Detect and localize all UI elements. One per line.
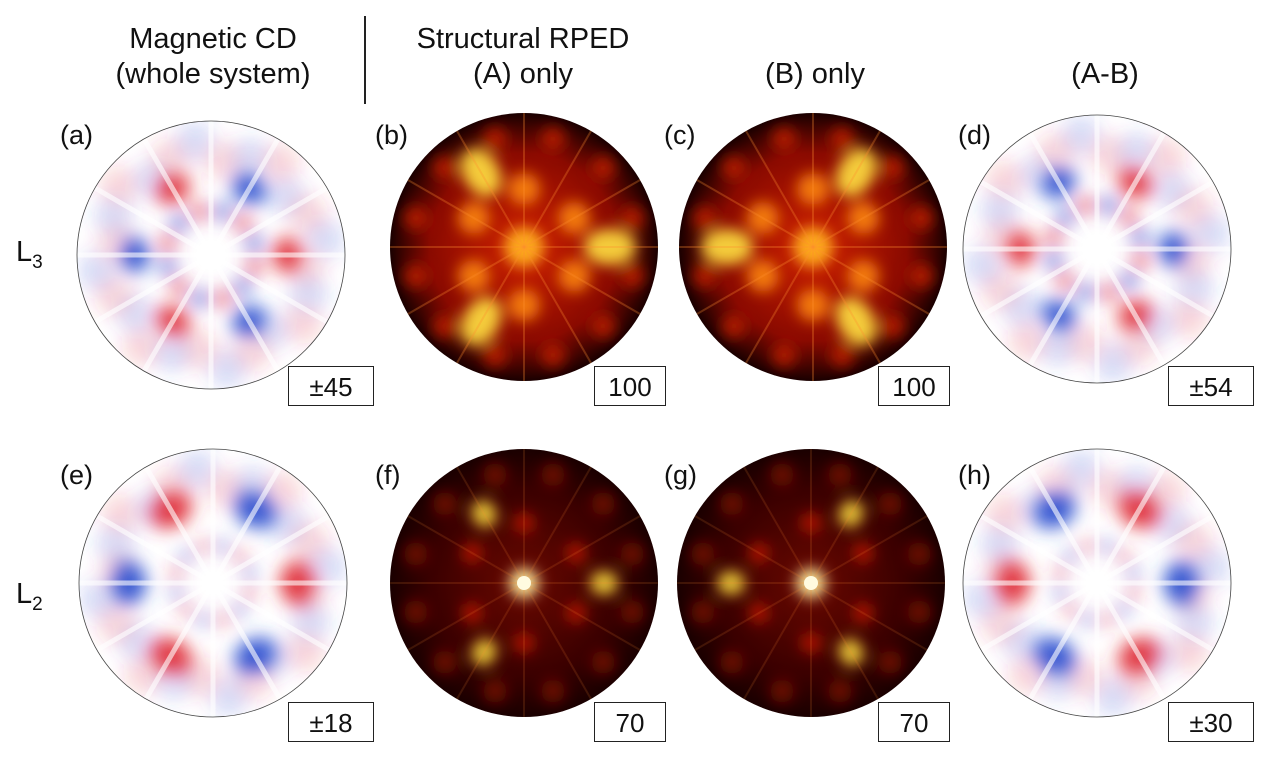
row-label-l3-main: L bbox=[16, 236, 33, 268]
row-label-l2-main: L bbox=[16, 578, 33, 610]
pattern-c-rped bbox=[679, 113, 947, 381]
header-divider bbox=[364, 16, 366, 104]
panel-label-h: (h) bbox=[958, 460, 991, 490]
row-label-l2-sub: 2 bbox=[32, 593, 43, 615]
pattern-g-rped bbox=[677, 449, 945, 717]
panel-label-b: (b) bbox=[375, 120, 408, 150]
panel-label-e: (e) bbox=[60, 460, 93, 490]
pattern-h-cd bbox=[962, 448, 1232, 718]
scale-box-g: 70 bbox=[878, 702, 950, 742]
panel-label-c: (c) bbox=[664, 120, 696, 150]
scale-box-e: ±18 bbox=[288, 702, 374, 742]
pattern-b-rped bbox=[390, 113, 658, 381]
pattern-f-rped bbox=[390, 449, 658, 717]
scale-box-d: ±54 bbox=[1168, 366, 1254, 406]
scale-box-c: 100 bbox=[878, 366, 950, 406]
row-label-l3: L3 bbox=[16, 236, 43, 274]
panel-label-f: (f) bbox=[375, 460, 401, 490]
scale-box-f: 70 bbox=[594, 702, 666, 742]
scale-box-a: ±45 bbox=[288, 366, 374, 406]
header-col1-line1: Magnetic CD bbox=[129, 23, 297, 55]
header-col2: Structural RPED (A) only bbox=[390, 22, 656, 92]
scale-box-b: 100 bbox=[594, 366, 666, 406]
header-col4: (A-B) bbox=[1010, 57, 1200, 92]
header-col2-line2: (A) only bbox=[473, 58, 573, 90]
row-label-l2: L2 bbox=[16, 578, 43, 616]
pattern-d-cd bbox=[962, 114, 1232, 384]
panel-label-d: (d) bbox=[958, 120, 991, 150]
header-col4-text: (A-B) bbox=[1071, 58, 1139, 90]
header-col3-text: (B) only bbox=[765, 58, 865, 90]
panel-label-g: (g) bbox=[664, 460, 697, 490]
header-col1-line2: (whole system) bbox=[115, 58, 311, 90]
header-col2-line1: Structural RPED bbox=[416, 23, 630, 55]
pattern-a-cd bbox=[76, 120, 346, 390]
scale-box-h: ±30 bbox=[1168, 702, 1254, 742]
header-col3: (B) only bbox=[720, 57, 910, 92]
row-label-l3-sub: 3 bbox=[32, 251, 43, 273]
header-col1: Magnetic CD (whole system) bbox=[100, 22, 326, 92]
pattern-e-cd bbox=[78, 448, 348, 718]
panel-label-a: (a) bbox=[60, 120, 93, 150]
